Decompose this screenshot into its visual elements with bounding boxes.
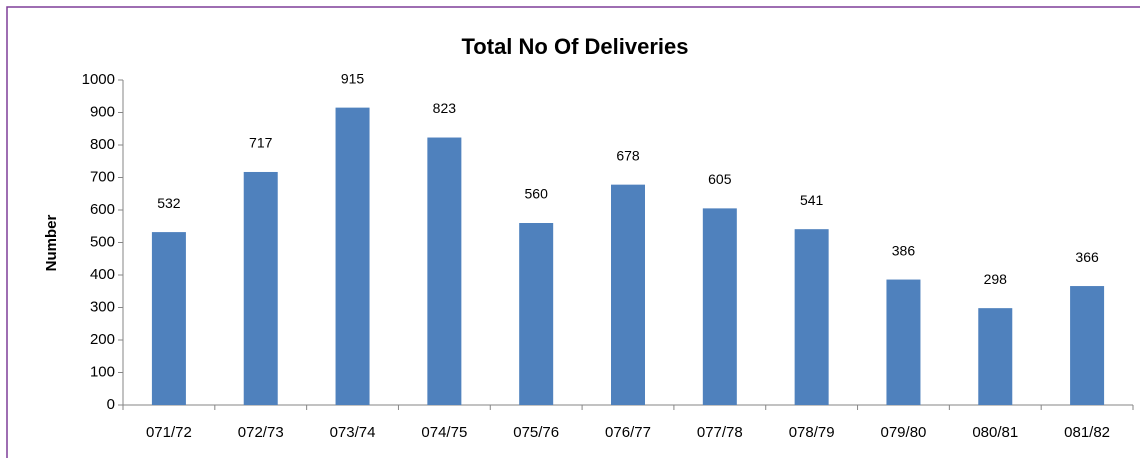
data-label: 366 bbox=[1075, 249, 1099, 265]
data-label: 386 bbox=[892, 242, 916, 258]
bar bbox=[794, 229, 829, 405]
y-tick-label: 600 bbox=[90, 201, 115, 218]
x-tick-label: 077/78 bbox=[697, 424, 743, 441]
y-tick-label: 200 bbox=[90, 331, 115, 348]
data-label: 541 bbox=[800, 192, 824, 208]
y-tick-label: 500 bbox=[90, 233, 115, 250]
x-tick-label: 071/72 bbox=[146, 424, 192, 441]
y-tick-label: 1000 bbox=[82, 71, 115, 88]
x-tick-label: 075/76 bbox=[513, 424, 559, 441]
x-tick-label: 078/79 bbox=[789, 424, 835, 441]
bar bbox=[978, 308, 1013, 405]
bar bbox=[519, 223, 554, 405]
chart-title: Total No Of Deliveries bbox=[462, 34, 689, 59]
x-tick-label: 072/73 bbox=[238, 424, 284, 441]
data-label: 605 bbox=[708, 171, 732, 187]
data-label: 717 bbox=[249, 135, 273, 151]
y-tick-label: 400 bbox=[90, 266, 115, 283]
frame bbox=[6, 6, 1140, 458]
bar bbox=[335, 107, 370, 405]
y-axis-label: Number bbox=[43, 215, 60, 272]
data-label: 915 bbox=[341, 70, 365, 86]
y-tick-label: 300 bbox=[90, 298, 115, 315]
y-tick-label: 900 bbox=[90, 103, 115, 120]
bar bbox=[1070, 286, 1105, 405]
bar bbox=[151, 232, 186, 405]
data-label: 823 bbox=[433, 100, 457, 116]
bar bbox=[427, 137, 462, 405]
y-tick-label: 800 bbox=[90, 136, 115, 153]
bar bbox=[886, 279, 921, 405]
bar bbox=[611, 184, 645, 405]
x-tick-label: 073/74 bbox=[330, 424, 376, 441]
bar bbox=[702, 208, 737, 405]
y-tick-label: 100 bbox=[90, 363, 115, 380]
x-tick-label: 074/75 bbox=[421, 424, 467, 441]
bar bbox=[243, 171, 278, 405]
data-label: 560 bbox=[525, 186, 549, 202]
x-tick-label: 081/82 bbox=[1064, 424, 1110, 441]
x-tick-label: 079/80 bbox=[881, 424, 927, 441]
x-tick-label: 076/77 bbox=[605, 424, 651, 441]
y-tick-label: 700 bbox=[90, 168, 115, 185]
data-label: 298 bbox=[984, 271, 1008, 287]
y-tick-label: 0 bbox=[107, 396, 115, 413]
x-tick-label: 080/81 bbox=[972, 424, 1018, 441]
data-label: 678 bbox=[616, 147, 640, 163]
data-label: 532 bbox=[157, 195, 181, 211]
